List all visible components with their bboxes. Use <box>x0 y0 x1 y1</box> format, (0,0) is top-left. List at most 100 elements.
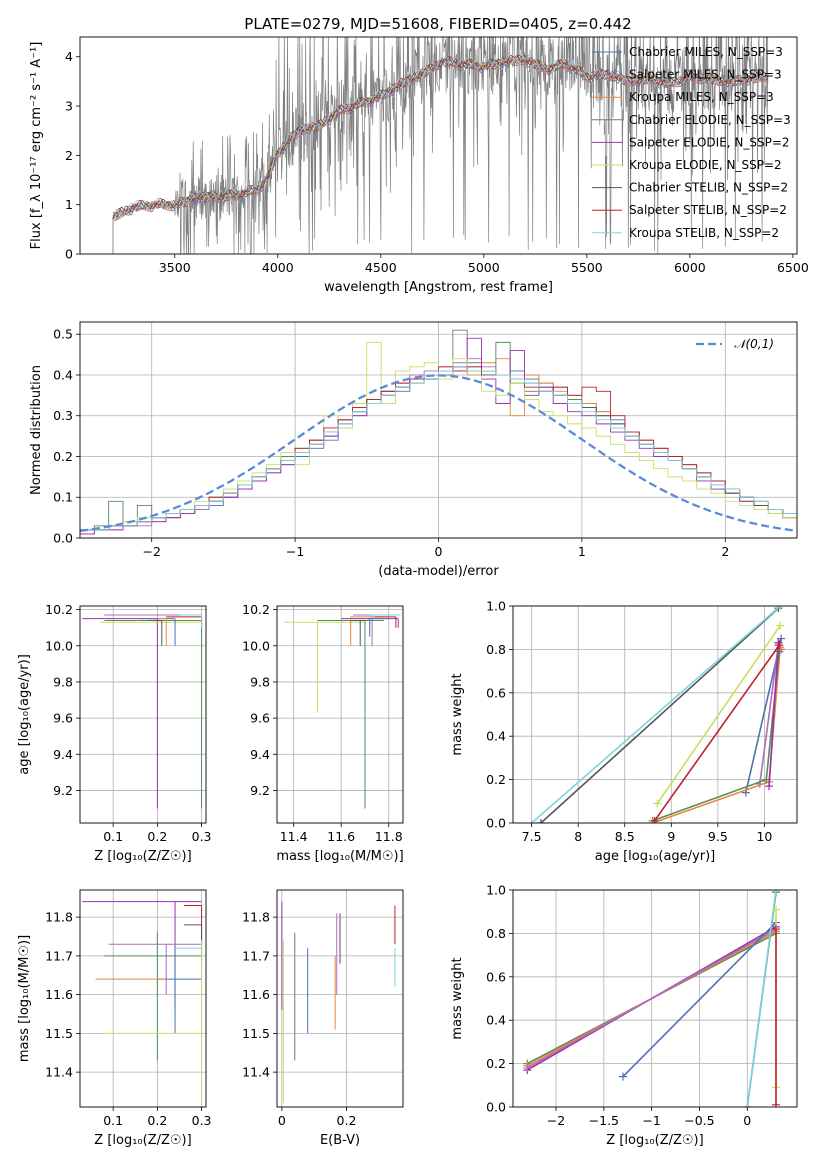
legend-entry: Salpeter STELIB, N_SSP=2 <box>629 203 787 217</box>
panel-spectrum: 3500 4000 4500 5000 5500 6000 6500 0 1 2 3 4 wavelen… <box>29 36 809 295</box>
y-tick-label: 11.8 <box>242 910 270 925</box>
panel-massweight-vs-age: 7.5 8 8.5 9 9.5 10 0.0 0.2 0.4 0.6 0.8 1.0 age [log₁… <box>450 599 798 864</box>
panel-mass-vs-Z: 0.1 0.2 0.3 11.4 11.5 11.6 11.7 11.8 Z [log₁₀(Z/… <box>17 889 212 1148</box>
y-tick-label: 1.0 <box>486 883 506 898</box>
y-tick-label: 11.7 <box>45 948 73 963</box>
y-axis-label: age [log₁₀(age/yr)] <box>17 654 32 775</box>
y-tick-label: 0.8 <box>486 642 506 657</box>
y-tick-label: 0 <box>65 247 73 262</box>
axes-frame <box>79 321 798 539</box>
x-tick-label: 6000 <box>674 260 706 275</box>
weight-series-line <box>526 928 777 1069</box>
plot-area <box>112 37 769 254</box>
weight-series-line <box>746 890 777 1107</box>
y-tick-label: 0.4 <box>53 367 73 382</box>
y-axis-label: Normed distribution <box>29 365 44 495</box>
x-tick-label: 0.3 <box>192 829 212 844</box>
x-tick-label: 9.5 <box>708 829 728 844</box>
x-tick-label: 4500 <box>365 260 397 275</box>
y-tick-label: 9.8 <box>53 674 73 689</box>
legend-entry: Kroupa MILES, N_SSP=3 <box>629 90 774 104</box>
y-tick-label: 10.2 <box>45 602 73 617</box>
axes-frame <box>276 889 404 1108</box>
weight-point <box>775 641 784 650</box>
weight-point <box>523 1063 532 1072</box>
y-tick-label: 4 <box>65 49 73 64</box>
panel-residuals: −2 −1 0 1 2 0.0 0.1 0.2 0.3 0.4 0.5 (data-model)/er… <box>29 321 798 579</box>
plot-area <box>284 614 401 809</box>
axes-frame <box>512 605 798 824</box>
y-tick-label: 10.0 <box>45 638 73 653</box>
y-tick-label: 9.8 <box>250 674 270 689</box>
x-tick-label: 0.1 <box>103 1113 123 1128</box>
x-tick-label: 0.3 <box>192 1113 212 1128</box>
x-tick-label: −0.5 <box>684 1113 714 1128</box>
y-tick-label: 9.2 <box>250 783 270 798</box>
axes-frame <box>79 605 207 824</box>
x-tick-label: 4000 <box>262 260 294 275</box>
legend-entry: Chabrier MILES, N_SSP=3 <box>629 45 783 59</box>
weight-series-line <box>768 642 780 787</box>
x-axis-label: wavelength [Angstrom, rest frame] <box>324 280 553 295</box>
y-tick-label: 9.4 <box>250 747 270 762</box>
y-tick-label: 9.4 <box>53 747 73 762</box>
x-axis-label: Z [log₁₀(Z/Z☉)] <box>94 849 191 864</box>
x-tick-label: 3500 <box>159 260 191 275</box>
x-tick-label: 0 <box>743 1113 751 1128</box>
y-tick-label: 11.6 <box>45 987 73 1002</box>
legend-entry: Kroupa STELIB, N_SSP=2 <box>629 226 779 240</box>
plot-area <box>281 901 396 1104</box>
y-tick-label: 0.5 <box>53 327 73 342</box>
y-tick-label: 0.0 <box>53 531 73 546</box>
y-axis-label: Flux [f_λ 10⁻¹⁷ erg cm⁻² s⁻¹ A⁻¹] <box>29 42 44 250</box>
x-tick-label: 7.5 <box>522 829 542 844</box>
axes-frame <box>276 605 404 824</box>
weight-series-line <box>656 625 781 804</box>
y-tick-label: 0.1 <box>53 490 73 505</box>
x-tick-label: 9 <box>667 829 675 844</box>
y-tick-label: 11.7 <box>242 948 270 963</box>
plot-area <box>523 890 780 1107</box>
x-axis-label: (data-model)/error <box>378 564 499 579</box>
histogram-series <box>80 366 797 531</box>
panel-age-vs-mass: 11.4 11.6 11.8 9.2 9.4 9.6 9.8 10.0 10.2 mass [lo… <box>242 602 404 864</box>
y-tick-label: 11.5 <box>45 1026 73 1041</box>
y-tick-label: 0.4 <box>486 1013 506 1028</box>
y-tick-label: 0.8 <box>486 926 506 941</box>
weight-point <box>776 606 785 610</box>
x-tick-label: 1 <box>578 544 586 559</box>
histogram-series <box>80 366 797 531</box>
weight-point <box>527 819 536 823</box>
x-tick-label: 0.2 <box>337 1113 357 1128</box>
x-tick-label: 11.8 <box>375 829 403 844</box>
y-tick-label: 9.6 <box>250 711 270 726</box>
y-tick-label: 11.6 <box>242 987 270 1002</box>
y-axis-label: mass [log₁₀(M/M☉)] <box>17 935 32 1062</box>
y-tick-label: 11.5 <box>242 1026 270 1041</box>
x-tick-label: 0 <box>435 544 443 559</box>
legend-entry: Chabrier ELODIE, N_SSP=3 <box>629 113 791 127</box>
y-tick-label: 10.0 <box>242 638 270 653</box>
y-tick-label: 3 <box>65 99 73 114</box>
legend-entry: 𝒩(0,1) <box>734 337 774 351</box>
weight-series-line <box>653 644 780 822</box>
axes-frame <box>79 889 207 1108</box>
x-tick-label: 0.2 <box>147 1113 167 1128</box>
x-tick-label: −2 <box>142 544 160 559</box>
x-axis-label: mass [log₁₀(M/M☉)] <box>276 849 403 864</box>
y-axis-label: mass weight <box>450 957 465 1039</box>
weight-point <box>743 1103 752 1107</box>
weight-point <box>777 634 786 643</box>
legend-entry: Kroupa ELODIE, N_SSP=2 <box>629 158 782 172</box>
weight-point <box>771 890 780 894</box>
x-tick-label: 2 <box>721 544 729 559</box>
x-tick-label: 11.6 <box>327 829 355 844</box>
y-tick-label: 9.6 <box>53 711 73 726</box>
y-tick-label: 0.6 <box>486 969 506 984</box>
x-tick-label: 5500 <box>571 260 603 275</box>
x-tick-label: 5000 <box>468 260 500 275</box>
x-axis-label: Z [log₁₀(Z/Z☉)] <box>94 1133 191 1148</box>
weight-point <box>653 799 662 808</box>
y-axis-label: mass weight <box>450 673 465 755</box>
